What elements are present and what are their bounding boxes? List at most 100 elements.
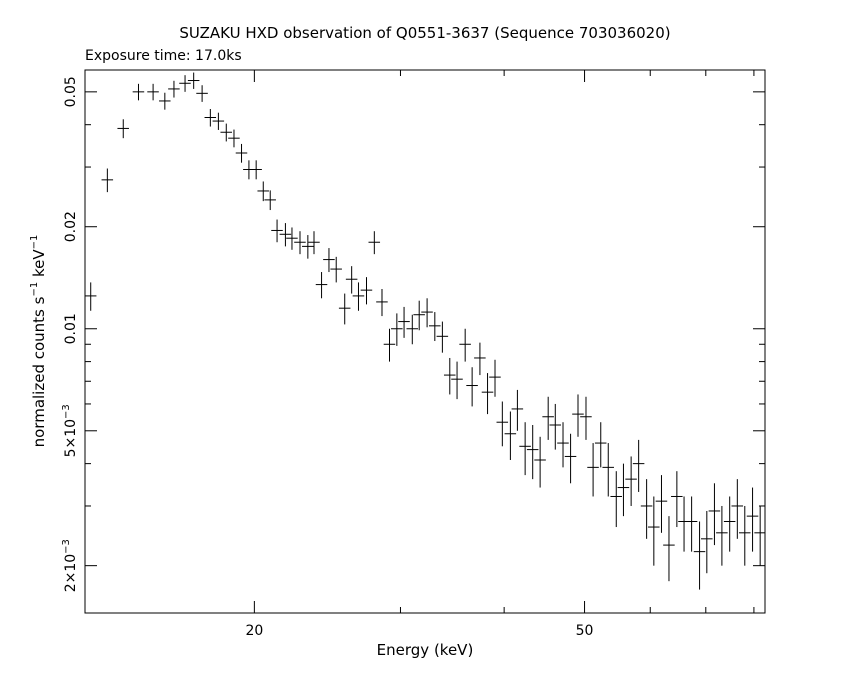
data-point bbox=[443, 357, 456, 395]
data-point bbox=[220, 123, 232, 142]
data-point bbox=[338, 293, 351, 325]
data-point bbox=[228, 129, 240, 148]
data-point bbox=[489, 359, 501, 397]
data-point bbox=[286, 227, 298, 250]
data-point bbox=[421, 298, 433, 328]
data-point bbox=[701, 510, 713, 574]
data-point bbox=[294, 231, 306, 255]
data-point bbox=[271, 219, 283, 243]
data-point bbox=[671, 471, 683, 528]
axis-ticks bbox=[85, 70, 765, 613]
data-point bbox=[466, 367, 478, 407]
data-point bbox=[542, 396, 554, 440]
y-axis-label-main: normalized counts s bbox=[30, 296, 48, 447]
data-point bbox=[168, 80, 180, 98]
data-point bbox=[179, 75, 191, 92]
data-point bbox=[330, 256, 342, 283]
y-tick-label-exp: −3 bbox=[61, 539, 72, 554]
data-point bbox=[708, 483, 721, 546]
data-point bbox=[580, 396, 592, 440]
data-point bbox=[257, 181, 269, 202]
data-point bbox=[678, 496, 690, 552]
data-point bbox=[302, 235, 314, 259]
y-tick-label-base: 2×10 bbox=[63, 554, 79, 592]
data-point bbox=[481, 373, 494, 415]
y-tick-label-base: 5×10 bbox=[63, 419, 79, 457]
data-point bbox=[279, 223, 292, 247]
data-point bbox=[264, 190, 276, 211]
data-point bbox=[376, 289, 388, 317]
data-point bbox=[731, 479, 744, 539]
y-tick-label: 2×10−3 bbox=[61, 539, 79, 592]
data-point bbox=[398, 306, 410, 338]
data-point bbox=[693, 521, 706, 590]
data-point bbox=[754, 505, 765, 566]
y-tick-label-exp: −3 bbox=[61, 404, 72, 419]
y-axis-label: normalized counts s−1 keV−1 bbox=[29, 235, 48, 448]
data-point bbox=[738, 505, 751, 566]
data-point bbox=[564, 433, 577, 484]
data-point bbox=[308, 231, 320, 255]
x-tick-label: 20 bbox=[245, 623, 263, 639]
data-point bbox=[132, 83, 145, 101]
data-point bbox=[459, 328, 471, 362]
data-point bbox=[610, 471, 622, 528]
y-axis-label-sup1: −1 bbox=[29, 282, 40, 297]
y-tick-label: 5×10−3 bbox=[61, 404, 79, 457]
data-point bbox=[572, 394, 584, 437]
data-point bbox=[625, 456, 637, 506]
data-point bbox=[429, 312, 441, 342]
data-point bbox=[413, 300, 425, 331]
data-point bbox=[360, 277, 373, 305]
data-point bbox=[159, 92, 171, 110]
data-point bbox=[235, 143, 248, 163]
data-point bbox=[655, 475, 668, 533]
plot-frame bbox=[84, 69, 766, 614]
y-tick-label-base: 0.01 bbox=[63, 313, 79, 344]
data-point bbox=[587, 443, 599, 497]
data-point bbox=[323, 248, 335, 273]
exposure-subtitle: Exposure time: 17.0ks bbox=[85, 48, 242, 64]
data-point bbox=[557, 422, 569, 468]
data-point bbox=[196, 85, 208, 102]
data-point bbox=[685, 496, 698, 552]
x-axis-label: Energy (keV) bbox=[377, 641, 474, 659]
data-point bbox=[617, 463, 630, 517]
data-point bbox=[663, 516, 675, 582]
data-point bbox=[746, 487, 759, 552]
x-tick-label: 50 bbox=[576, 623, 594, 639]
data-point bbox=[519, 422, 531, 476]
y-axis-label-sup2: −1 bbox=[29, 235, 40, 250]
data-point bbox=[496, 401, 509, 447]
y-tick-label: 0.01 bbox=[63, 313, 79, 344]
data-point bbox=[368, 231, 381, 255]
data-point bbox=[723, 496, 736, 552]
data-point bbox=[640, 479, 653, 539]
chart-title: SUZAKU HXD observation of Q0551-3637 (Se… bbox=[179, 24, 670, 42]
data-point bbox=[602, 443, 614, 497]
data-point bbox=[504, 411, 517, 460]
y-tick-label: 0.02 bbox=[63, 211, 79, 242]
data-point bbox=[212, 112, 225, 130]
data-point bbox=[315, 272, 328, 299]
data-point bbox=[632, 439, 645, 492]
data-point bbox=[549, 403, 562, 450]
data-point bbox=[526, 425, 539, 480]
data-point bbox=[147, 83, 159, 101]
y-tick-label-base: 0.02 bbox=[63, 211, 79, 242]
data-point bbox=[648, 496, 660, 566]
y-tick-label: 0.05 bbox=[63, 76, 79, 107]
data-point bbox=[117, 119, 129, 139]
data-point bbox=[204, 109, 217, 127]
data-point bbox=[716, 505, 728, 566]
data-point bbox=[187, 72, 200, 89]
y-axis-label-unit: keV bbox=[30, 249, 48, 282]
data-points bbox=[85, 72, 765, 590]
data-point bbox=[594, 422, 607, 468]
data-point bbox=[474, 342, 486, 376]
data-point bbox=[101, 168, 114, 193]
data-point bbox=[391, 313, 403, 346]
data-point bbox=[406, 314, 419, 345]
data-point bbox=[345, 266, 358, 294]
